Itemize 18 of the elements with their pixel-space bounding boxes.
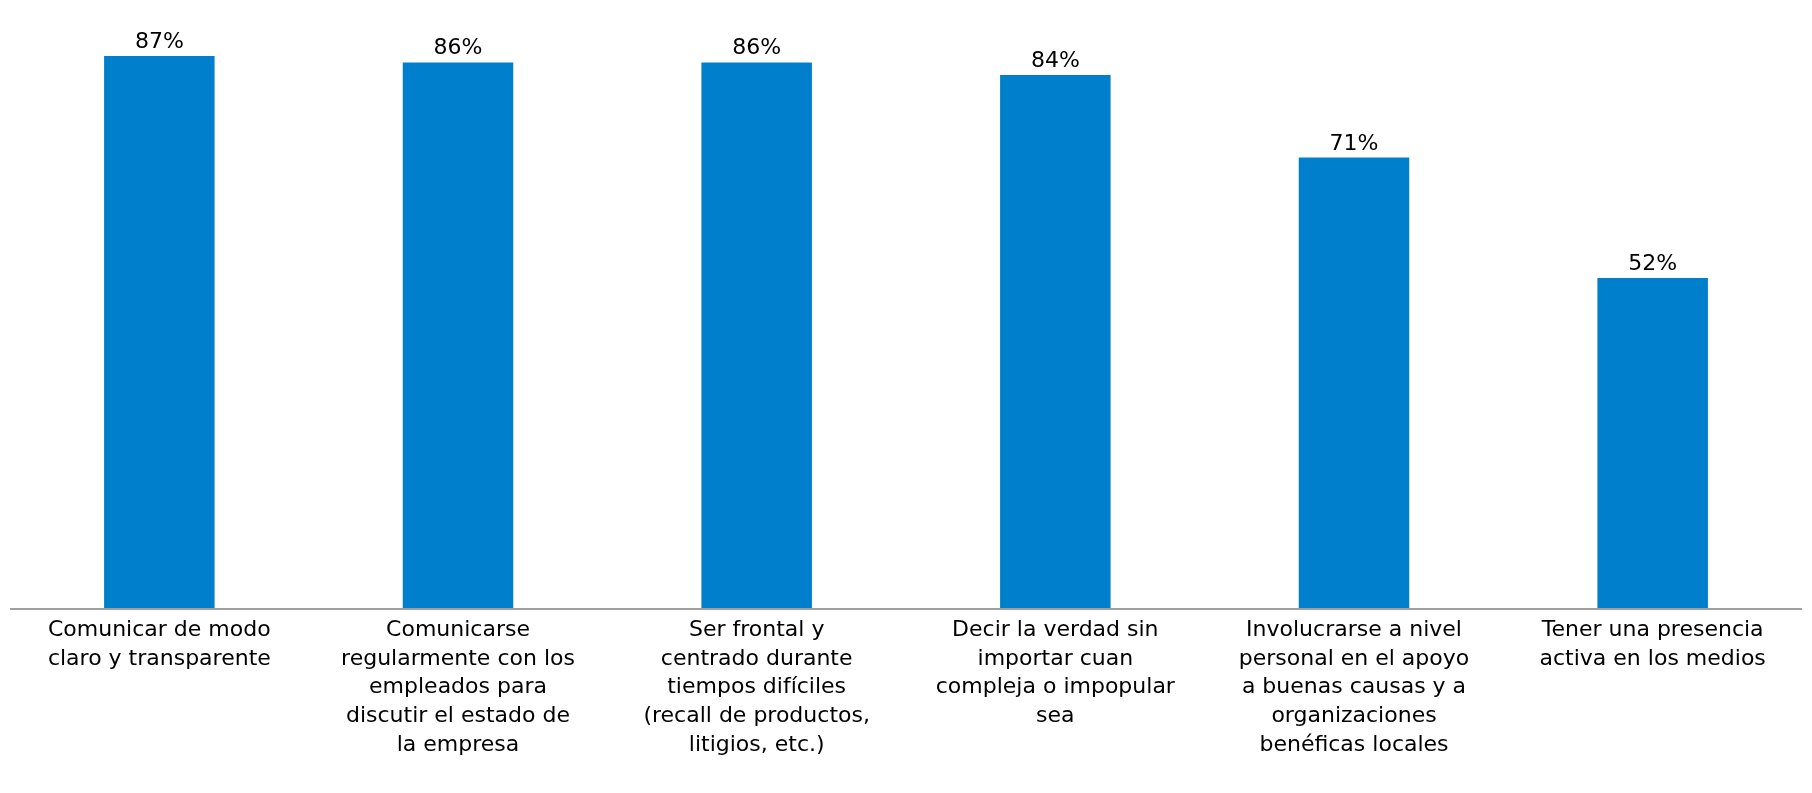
data-label: 84%	[1030, 47, 1080, 73]
data-label: 87%	[134, 28, 184, 54]
data-label: 86%	[732, 34, 782, 60]
bar	[701, 62, 812, 608]
data-label: 71%	[1329, 129, 1379, 155]
bar	[1298, 157, 1410, 608]
data-label: 86%	[433, 34, 483, 60]
data-label: 52%	[1628, 250, 1678, 276]
x-tick-label: Decir la verdad sin importar cuan compleja o impopular sea	[935, 616, 1176, 727]
bar	[1000, 75, 1111, 608]
x-tick-label: Comunicar de modo claro y transparente	[47, 616, 271, 670]
x-tick-label: Ser frontal y centrado durante tiempos difíciles (recall de productos, litigios, etc.)	[643, 616, 870, 756]
x-tick-label: Comunicarse regularmente con los empleados para discutir el estado de la empresa	[341, 616, 575, 756]
x-tick-label: Involucrarse a nivel personal en el apoyo a buenas causas y a organizaciones benéficas locales	[1238, 616, 1470, 756]
x-tick-label: Tener una presencia activa en los medios	[1539, 616, 1766, 670]
bar	[104, 56, 215, 608]
bar	[402, 62, 514, 608]
bar	[1597, 278, 1708, 608]
